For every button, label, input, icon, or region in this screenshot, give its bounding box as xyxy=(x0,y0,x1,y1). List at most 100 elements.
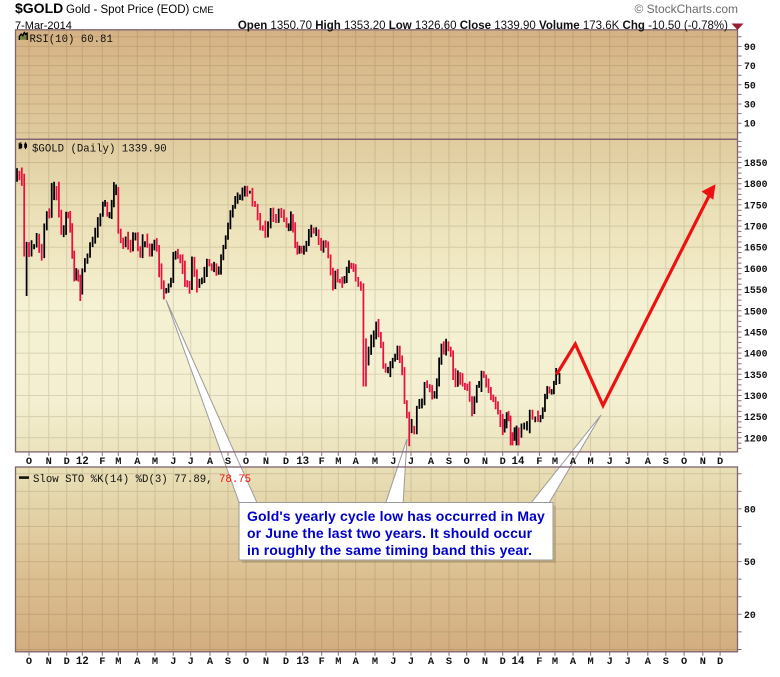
svg-text:14: 14 xyxy=(512,456,525,468)
svg-text:Slow STO %K(14) %D(3) 77.89, 7: Slow STO %K(14) %D(3) 77.89, 78.75 xyxy=(33,474,251,486)
svg-text:S: S xyxy=(663,656,669,668)
svg-text:13: 13 xyxy=(296,456,309,468)
svg-text:A: A xyxy=(207,656,214,668)
svg-text:D: D xyxy=(283,656,289,668)
svg-text:D: D xyxy=(717,656,723,668)
svg-text:S: S xyxy=(225,656,231,668)
svg-text:J: J xyxy=(390,656,396,668)
svg-text:1450: 1450 xyxy=(744,327,768,338)
svg-text:J: J xyxy=(408,456,414,468)
svg-text:M: M xyxy=(115,656,121,668)
svg-text:1200: 1200 xyxy=(744,433,768,444)
svg-text:D: D xyxy=(500,456,506,468)
svg-text:12: 12 xyxy=(76,656,89,668)
svg-text:1400: 1400 xyxy=(744,349,768,360)
svg-text:J: J xyxy=(390,456,396,468)
svg-text:O: O xyxy=(464,656,470,668)
svg-text:O: O xyxy=(681,656,687,668)
svg-text:12: 12 xyxy=(76,456,89,468)
svg-text:F: F xyxy=(319,456,325,468)
svg-text:1250: 1250 xyxy=(744,412,768,423)
svg-text:1600: 1600 xyxy=(744,264,768,275)
svg-text:50: 50 xyxy=(744,80,756,91)
svg-text:J: J xyxy=(625,456,631,468)
svg-text:80: 80 xyxy=(744,504,756,515)
svg-text:N: N xyxy=(700,456,706,468)
svg-text:10: 10 xyxy=(744,119,756,130)
svg-text:J: J xyxy=(188,456,194,468)
svg-text:1300: 1300 xyxy=(744,391,768,402)
svg-text:1500: 1500 xyxy=(744,306,768,317)
svg-text:Open 1350.70 High 1353.20 Low: Open 1350.70 High 1353.20 Low 1326.60 Cl… xyxy=(238,20,728,32)
svg-text:S: S xyxy=(663,456,669,468)
svg-text:N: N xyxy=(263,456,269,468)
svg-text:M: M xyxy=(335,656,341,668)
svg-text:M: M xyxy=(552,656,558,668)
svg-text:J: J xyxy=(607,456,613,468)
svg-text:M: M xyxy=(152,656,158,668)
svg-text:13: 13 xyxy=(296,656,309,668)
svg-text:A: A xyxy=(645,656,652,668)
svg-text:N: N xyxy=(482,656,488,668)
svg-text:A: A xyxy=(570,656,577,668)
svg-text:D: D xyxy=(500,656,506,668)
svg-text:J: J xyxy=(625,656,631,668)
svg-text:$GOLD (Daily) 1339.90: $GOLD (Daily) 1339.90 xyxy=(32,144,167,156)
svg-text:© StockCharts.com: © StockCharts.com xyxy=(634,2,738,16)
svg-text:$GOLD: $GOLD xyxy=(15,0,63,16)
svg-text:F: F xyxy=(536,656,542,668)
svg-text:N: N xyxy=(46,456,52,468)
svg-text:70: 70 xyxy=(744,61,756,72)
svg-text:M: M xyxy=(335,456,341,468)
svg-text:A: A xyxy=(428,456,435,468)
svg-text:14: 14 xyxy=(512,656,525,668)
svg-text:N: N xyxy=(700,656,706,668)
svg-text:F: F xyxy=(99,456,105,468)
svg-text:O: O xyxy=(464,456,470,468)
svg-text:F: F xyxy=(319,656,325,668)
svg-text:M: M xyxy=(372,656,378,668)
svg-text:S: S xyxy=(446,656,452,668)
svg-text:N: N xyxy=(482,456,488,468)
svg-text:J: J xyxy=(408,656,414,668)
svg-text:D: D xyxy=(64,656,70,668)
svg-text:J: J xyxy=(170,656,176,668)
svg-text:90: 90 xyxy=(744,42,756,53)
svg-text:A: A xyxy=(134,656,141,668)
svg-text:A: A xyxy=(353,456,360,468)
svg-text:1350: 1350 xyxy=(744,370,768,381)
svg-text:M: M xyxy=(152,456,158,468)
svg-text:O: O xyxy=(243,456,249,468)
svg-text:O: O xyxy=(243,656,249,668)
svg-text:A: A xyxy=(207,456,214,468)
svg-text:O: O xyxy=(26,656,32,668)
svg-text:A: A xyxy=(134,456,141,468)
svg-text:J: J xyxy=(170,456,176,468)
svg-text:1800: 1800 xyxy=(744,179,768,190)
svg-text:A: A xyxy=(645,456,652,468)
svg-text:in roughly the same timing ban: in roughly the same timing band this yea… xyxy=(247,542,532,558)
svg-text:S: S xyxy=(446,456,452,468)
svg-text:M: M xyxy=(588,656,594,668)
svg-text:M: M xyxy=(115,456,121,468)
svg-text:J: J xyxy=(607,656,613,668)
svg-text:N: N xyxy=(46,656,52,668)
svg-text:M: M xyxy=(588,456,594,468)
svg-text:F: F xyxy=(536,456,542,468)
svg-text:M: M xyxy=(372,456,378,468)
svg-text:D: D xyxy=(64,456,70,468)
svg-text:1700: 1700 xyxy=(744,222,768,233)
svg-text:O: O xyxy=(681,456,687,468)
svg-text:O: O xyxy=(26,456,32,468)
svg-text:Gold - Spot Price (EOD) CME: Gold - Spot Price (EOD) CME xyxy=(66,4,214,16)
svg-text:A: A xyxy=(428,656,435,668)
svg-text:D: D xyxy=(283,456,289,468)
svg-text:D: D xyxy=(717,456,723,468)
svg-text:F: F xyxy=(99,656,105,668)
svg-text:20: 20 xyxy=(744,610,756,621)
svg-text:30: 30 xyxy=(744,100,756,111)
svg-text:A: A xyxy=(353,656,360,668)
svg-text:1650: 1650 xyxy=(744,243,768,254)
svg-text:J: J xyxy=(188,656,194,668)
svg-text:1750: 1750 xyxy=(744,200,768,211)
